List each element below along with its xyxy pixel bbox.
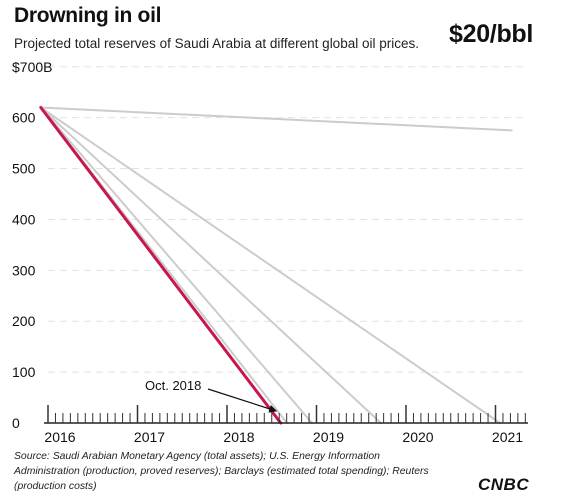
cnbc-logo: CNBC [478, 475, 530, 494]
x-tick-label-2019: 2019 [313, 429, 344, 445]
y-tick-label-700: $700B [12, 59, 52, 75]
x-tick-label-2017: 2017 [134, 429, 165, 445]
gridlines [48, 66, 528, 373]
y-tick-label-0: 0 [12, 415, 20, 431]
series-line-5 [39, 106, 501, 424]
x-tick-label-2016: 2016 [44, 429, 75, 445]
series-line-6 [39, 106, 513, 132]
annotation-label: Oct. 2018 [145, 378, 201, 393]
annotation-arrow [207, 388, 278, 413]
series-line-4 [39, 106, 382, 424]
series-line-3 [39, 106, 313, 424]
price-label: $20/bbl [449, 20, 534, 48]
annotations: Oct. 2018 [145, 378, 278, 413]
x-axis [44, 405, 528, 424]
x-tick-label-2018: 2018 [223, 429, 254, 445]
y-tick-label-500: 500 [12, 161, 36, 177]
series-line-highlight [39, 106, 283, 425]
x-tick-label-2021: 2021 [492, 429, 523, 445]
x-tick-labels: 2016 2017 2018 2019 2020 2021 [44, 429, 523, 445]
y-tick-label-200: 200 [12, 313, 36, 329]
source-note: Source: Saudi Arabian Monetary Agency (t… [14, 451, 429, 492]
x-tick-label-2020: 2020 [402, 429, 433, 445]
series-lines [39, 106, 513, 425]
chart-title: Drowning in oil [14, 4, 162, 27]
y-tick-label-600: 600 [12, 110, 36, 126]
y-tick-label-100: 100 [12, 364, 36, 380]
y-tick-labels: 0 100 200 300 400 500 600 $700B [12, 59, 52, 431]
y-tick-label-300: 300 [12, 262, 36, 278]
chart-subtitle: Projected total reserves of Saudi Arabia… [14, 36, 419, 51]
y-tick-label-400: 400 [12, 211, 36, 227]
